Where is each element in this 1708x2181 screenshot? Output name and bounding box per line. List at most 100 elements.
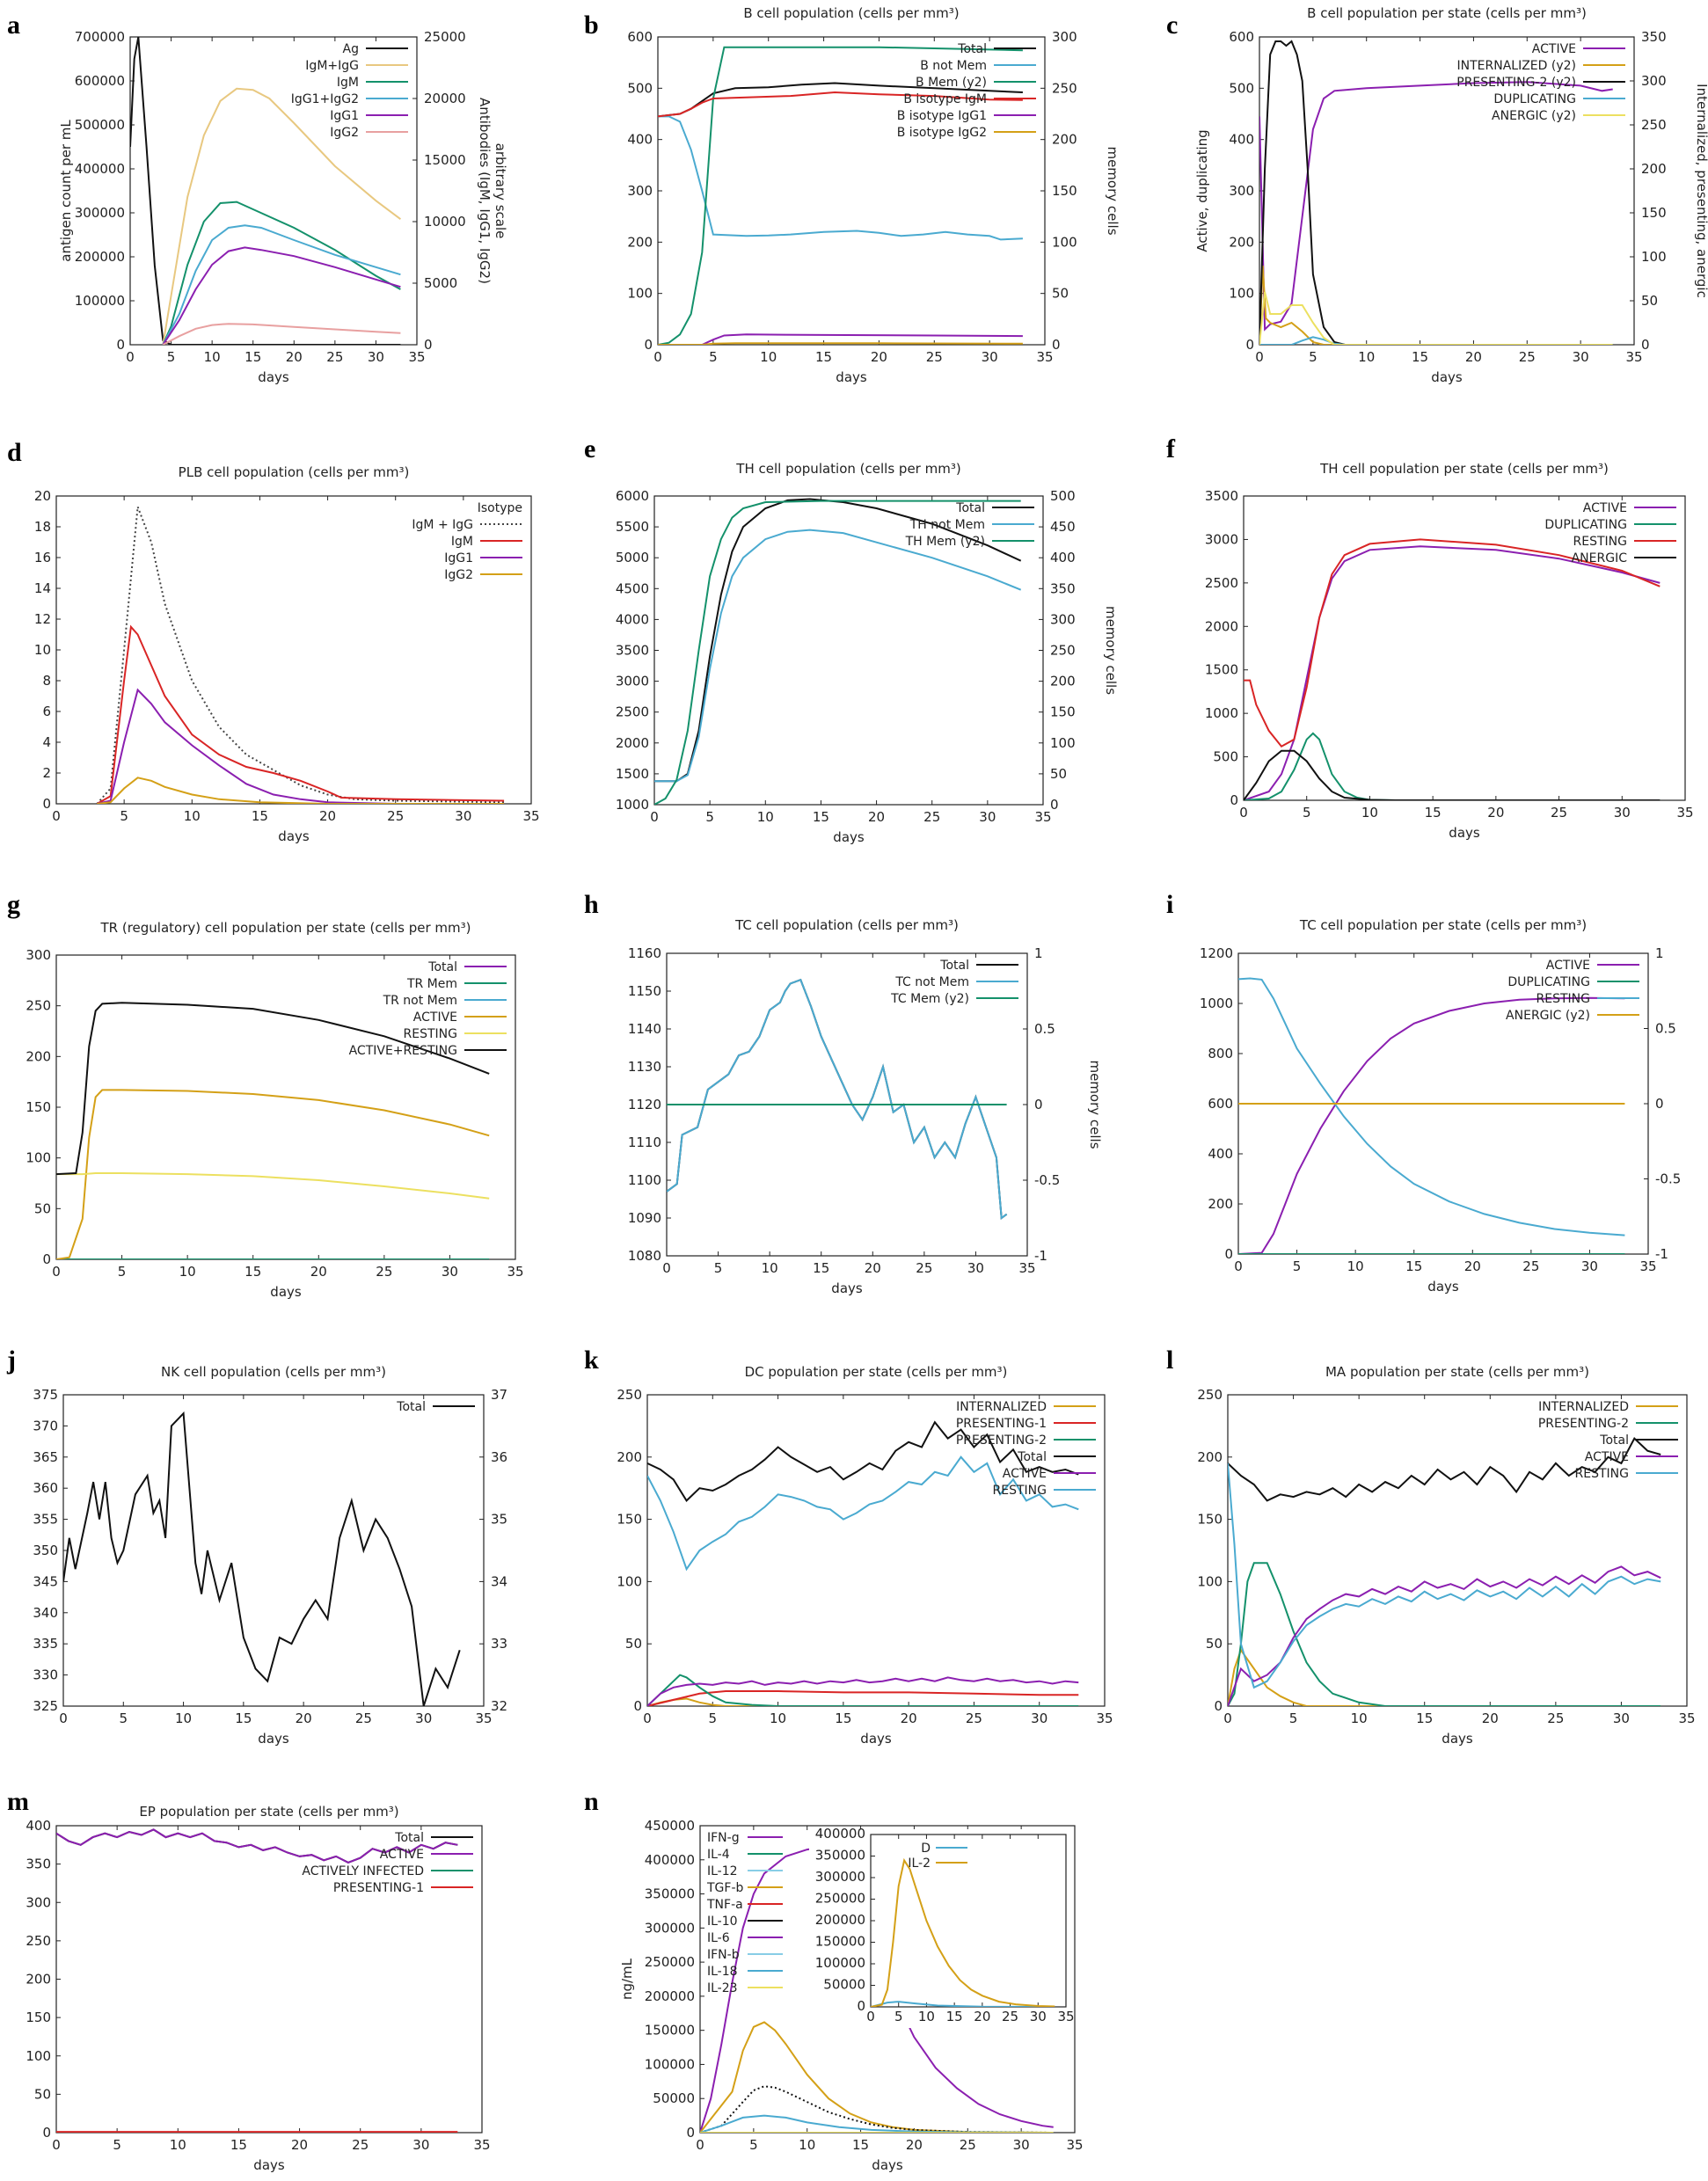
x-tick-label: 10 (175, 1711, 192, 1726)
x-tick-label: 25 (376, 1264, 392, 1280)
x-tick-label: 5 (894, 2009, 903, 2024)
x-tick-label: 10 (1347, 1258, 1364, 1274)
y-tick-label: 250 (26, 998, 51, 1014)
x-tick-label: 25 (966, 1711, 982, 1726)
y-tick-label: 100 (26, 2048, 51, 2064)
x-tick-label: 0 (59, 1711, 68, 1726)
legend-label-internalized: INTERNALIZED (956, 1400, 1047, 1414)
y-tick-label: 150000 (815, 1934, 865, 1950)
series-line-igg1-igg2 (162, 224, 401, 345)
x-tick-label: 25 (1519, 349, 1536, 365)
x-tick-label: 20 (1465, 349, 1482, 365)
legend-label-il-18: IL-18 (707, 1965, 738, 1979)
y-tick-label: 250000 (815, 1891, 865, 1907)
x-tick-label: 20 (286, 349, 303, 365)
panel-e: e TH cell population (cells per mm³) 0 5 10 1… (584, 434, 1119, 845)
y2-tick-label: 0 (1034, 1097, 1043, 1112)
x-tick-label: 10 (1358, 349, 1375, 365)
y-tick-label: 0 (42, 1251, 51, 1267)
legend-label-ifn-b: IFN-b (707, 1948, 740, 1962)
legend-label-igg2: IgG2 (330, 126, 359, 140)
y-tick-label: 365 (33, 1449, 58, 1465)
series-line-b-mem-y2 (658, 46, 1023, 345)
x-tick-label: 0 (866, 2009, 875, 2024)
x-tick-label: 5 (749, 2137, 758, 2153)
x-tick-label: 15 (252, 808, 268, 824)
x-tick-label: 10 (762, 1260, 778, 1276)
x-tick-label: 20 (291, 2137, 308, 2153)
y-tick-label: 1090 (628, 1210, 661, 1226)
legend-label-tr-mem: TR Mem (406, 977, 457, 991)
y2-tick-label: 250 (1050, 643, 1076, 659)
series-line-igg1 (162, 246, 401, 345)
legend-label-total: Total (427, 960, 457, 974)
x-tick-label: 35 (1096, 1711, 1113, 1726)
y-tick-label: 2000 (616, 735, 649, 751)
y-tick-label: 300000 (75, 205, 125, 221)
y2-tick-label: 150 (1641, 205, 1667, 221)
x-tick-label: 30 (1031, 1711, 1047, 1726)
chart-title: B cell population (cells per mm³) (743, 5, 959, 21)
y-tick-label: 300000 (815, 1869, 865, 1885)
y2-tick-label: 500 (1050, 488, 1076, 504)
y-tick-label: 600 (627, 29, 653, 45)
x-tick-label: 35 (1676, 805, 1693, 821)
y-tick-label: 300 (1229, 183, 1254, 199)
y-tick-label: 0 (633, 1698, 642, 1714)
x-tick-label: 20 (310, 1264, 327, 1280)
legend-label-resting: RESTING (1575, 1467, 1629, 1481)
y2-tick-label: -0.5 (1034, 1172, 1060, 1188)
panel-label: l (1166, 1346, 1173, 1375)
panel-n: n 0 5 10 15 20 25 30 35 0 50000 100000 150000 200000 2… (584, 1787, 1084, 2173)
x-tick-label: 5 (113, 2137, 121, 2153)
legend-label-total: Total (1599, 1433, 1629, 1448)
y-tick-label: 1200 (1200, 945, 1233, 961)
y-axis-label: ng/mL (619, 1958, 635, 2000)
x-tick-label: 10 (184, 808, 201, 824)
y-axis-label: antigen count per mL (58, 120, 74, 262)
series-line-b-not-mem (658, 115, 1023, 241)
legend-label-tc-mem-y2: TC Mem (y2) (890, 992, 969, 1006)
x-tick-label: 15 (245, 349, 261, 365)
y-tick-label: 0 (42, 2125, 51, 2141)
x-tick-label: 15 (946, 2009, 963, 2024)
series-line-active (1238, 996, 1625, 1254)
series-line-active (56, 1089, 490, 1259)
legend-header: Isotype (478, 501, 522, 515)
y-tick-label: 200 (26, 1972, 51, 1988)
y-tick-label: 1500 (1205, 662, 1238, 678)
y-tick-label: 0 (644, 337, 653, 353)
legend-label-duplicating: DUPLICATING (1544, 518, 1627, 532)
y-tick-label: 2000 (1205, 618, 1238, 634)
legend-label-presenting-1: PRESENTING-1 (333, 1881, 424, 1895)
y-tick-label: 200 (617, 1449, 642, 1465)
series-line-presenting-2 (647, 1674, 1079, 1706)
panel-m: m EP population per state (cells per mm³)… (7, 1787, 491, 2173)
series-line-internalized (647, 1697, 1079, 1706)
legend-label-active: ACTIVE (1583, 501, 1627, 515)
x-tick-label: 25 (355, 1711, 372, 1726)
panel-label: m (7, 1787, 29, 1816)
panel-label: j (6, 1346, 16, 1375)
y-tick-label: 700000 (75, 29, 125, 45)
series-line-active (647, 1676, 1079, 1706)
y-tick-label: 350 (33, 1543, 58, 1558)
legend-label-b-mem-y2: B Mem (y2) (916, 76, 987, 90)
chart-title: TC cell population (cells per mm³) (734, 917, 959, 933)
legend-label-b-isotype-igm: B isotype IgM (903, 92, 987, 106)
y-tick-label: 250 (617, 1387, 642, 1403)
series-line-internalized-y2 (1259, 265, 1613, 345)
y-tick-label: 375 (33, 1387, 58, 1403)
y2-axis-label: memory cells (1105, 146, 1120, 235)
legend-label-igg2: IgG2 (444, 568, 473, 582)
y2-tick-label: -0.5 (1655, 1171, 1681, 1187)
series-line-anergic (1244, 749, 1661, 800)
plot-frame (129, 36, 418, 346)
x-tick-label: 30 (442, 1264, 458, 1280)
x-tick-label: 15 (1425, 805, 1442, 821)
legend-label-resting: RESTING (404, 1027, 457, 1041)
y-tick-label: 3000 (616, 674, 649, 689)
inset-legend-label-d: D (921, 1842, 931, 1856)
x-tick-label: 35 (507, 1264, 523, 1280)
chart-title: TC cell population per state (cells per … (1299, 917, 1587, 933)
